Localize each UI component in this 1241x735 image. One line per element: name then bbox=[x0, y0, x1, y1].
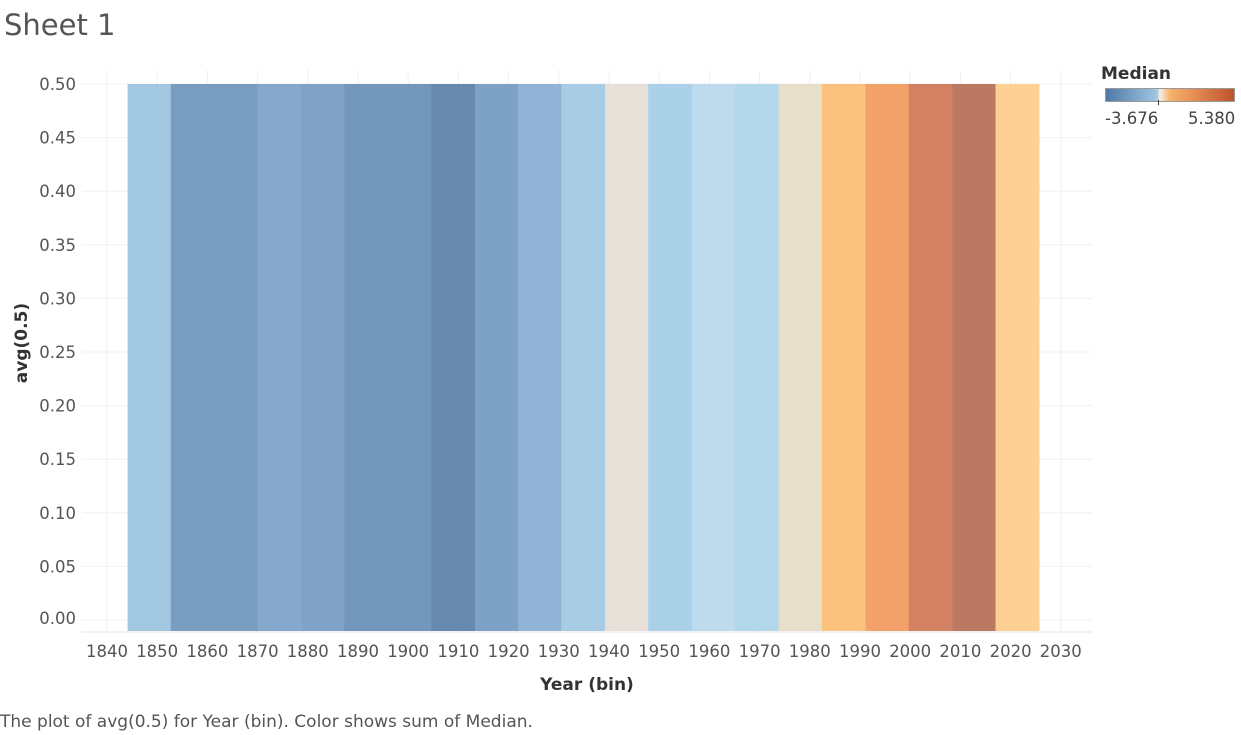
bar-13 bbox=[691, 84, 736, 631]
legend-title: Median bbox=[1101, 64, 1172, 84]
x-tick-label: 2010 bbox=[939, 642, 981, 661]
bar-3 bbox=[257, 84, 302, 631]
x-axis-title: Year (bin) bbox=[539, 675, 634, 695]
x-tick-label: 1910 bbox=[437, 642, 479, 661]
x-axis-ticks: 1840 1850 1860 1870 1880 1890 1900 1910 1920 1930… bbox=[86, 642, 1082, 661]
x-tick-label: 1850 bbox=[136, 642, 178, 661]
x-tick-label: 1920 bbox=[488, 642, 530, 661]
y-axis-title: avg(0.5) bbox=[12, 303, 32, 383]
x-tick-label: 1990 bbox=[839, 642, 881, 661]
y-tick-label: 0.40 bbox=[39, 182, 76, 201]
chart-caption: The plot of avg(0.5) for Year (bin). Col… bbox=[0, 712, 533, 732]
bar-14 bbox=[735, 84, 779, 631]
x-tick-label: 1980 bbox=[789, 642, 831, 661]
bar-5 bbox=[344, 84, 389, 631]
y-tick-label: 0.50 bbox=[39, 75, 76, 94]
x-tick-label: 1950 bbox=[638, 642, 680, 661]
bar-7 bbox=[431, 84, 476, 631]
bar-11 bbox=[605, 84, 649, 631]
bar-19 bbox=[952, 84, 997, 631]
y-tick-label: 0.45 bbox=[39, 129, 76, 148]
bar-15 bbox=[778, 84, 823, 631]
legend-midpoint-marker bbox=[1158, 100, 1159, 105]
x-tick-label: 2020 bbox=[990, 642, 1032, 661]
bar-17 bbox=[865, 84, 910, 631]
bar-12 bbox=[648, 84, 693, 631]
bar-2 bbox=[214, 84, 259, 631]
x-tick-label: 1900 bbox=[387, 642, 429, 661]
bar-16 bbox=[821, 84, 866, 631]
x-tick-label: 1890 bbox=[337, 642, 379, 661]
bar-8 bbox=[475, 84, 519, 631]
y-tick-label: 0.10 bbox=[39, 504, 76, 523]
y-tick-label: 0.25 bbox=[39, 343, 76, 362]
x-tick-label: 1930 bbox=[538, 642, 580, 661]
bar-1 bbox=[170, 84, 215, 631]
y-tick-label: 0.30 bbox=[39, 289, 76, 308]
x-tick-label: 1960 bbox=[688, 642, 730, 661]
x-tick-label: 1880 bbox=[287, 642, 329, 661]
sheet-title: Sheet 1 bbox=[4, 8, 116, 42]
bar-0 bbox=[127, 84, 172, 631]
bar-6 bbox=[388, 84, 433, 631]
y-axis-ticks: 0.00 0.05 0.10 0.15 0.20 0.25 0.30 0.35 0.40 0.45… bbox=[39, 75, 76, 628]
x-tick-label: 1970 bbox=[739, 642, 781, 661]
bar-4 bbox=[301, 84, 346, 631]
y-tick-label: 0.00 bbox=[39, 609, 76, 628]
bars bbox=[127, 84, 1040, 631]
bar-9 bbox=[518, 84, 563, 631]
x-tick-label: 2030 bbox=[1040, 642, 1082, 661]
x-tick-label: 1940 bbox=[588, 642, 630, 661]
legend-min-label: -3.676 bbox=[1105, 109, 1159, 128]
x-tick-label: 1840 bbox=[86, 642, 128, 661]
bar-20 bbox=[995, 84, 1040, 631]
y-tick-label: 0.20 bbox=[39, 397, 76, 416]
y-tick-label: 0.35 bbox=[39, 236, 76, 255]
y-tick-label: 0.05 bbox=[39, 557, 76, 576]
x-tick-label: 2000 bbox=[889, 642, 931, 661]
bar-10 bbox=[561, 84, 606, 631]
legend-max-label: 5.380 bbox=[1188, 109, 1236, 128]
bar-18 bbox=[908, 84, 953, 631]
x-tick-label: 1860 bbox=[186, 642, 228, 661]
legend-color-ramp bbox=[1105, 88, 1235, 102]
y-tick-label: 0.15 bbox=[39, 450, 76, 469]
x-tick-label: 1870 bbox=[237, 642, 279, 661]
